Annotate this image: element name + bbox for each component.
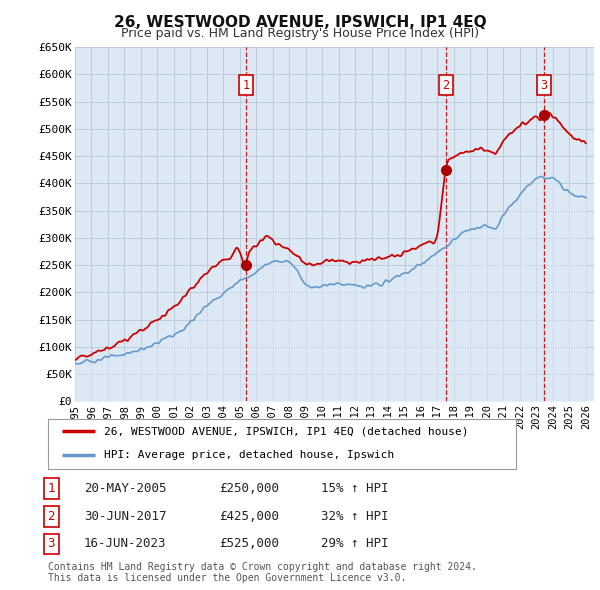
Text: 15% ↑ HPI: 15% ↑ HPI [321,482,389,495]
Text: 32% ↑ HPI: 32% ↑ HPI [321,510,389,523]
Text: 3: 3 [47,537,55,550]
Text: £525,000: £525,000 [219,537,279,550]
Text: 2: 2 [442,79,449,92]
Text: 26, WESTWOOD AVENUE, IPSWICH, IP1 4EQ: 26, WESTWOOD AVENUE, IPSWICH, IP1 4EQ [113,15,487,30]
Text: £250,000: £250,000 [219,482,279,495]
Text: 20-MAY-2005: 20-MAY-2005 [84,482,167,495]
Text: 26, WESTWOOD AVENUE, IPSWICH, IP1 4EQ (detached house): 26, WESTWOOD AVENUE, IPSWICH, IP1 4EQ (d… [104,427,469,437]
Text: 29% ↑ HPI: 29% ↑ HPI [321,537,389,550]
Text: 3: 3 [541,79,547,92]
Text: Contains HM Land Registry data © Crown copyright and database right 2024.: Contains HM Land Registry data © Crown c… [48,562,477,572]
Text: 1: 1 [242,79,250,92]
Text: 2: 2 [47,510,55,523]
Text: HPI: Average price, detached house, Ipswich: HPI: Average price, detached house, Ipsw… [104,450,394,460]
Text: 30-JUN-2017: 30-JUN-2017 [84,510,167,523]
Text: 1: 1 [47,482,55,495]
Text: £425,000: £425,000 [219,510,279,523]
Text: Price paid vs. HM Land Registry's House Price Index (HPI): Price paid vs. HM Land Registry's House … [121,27,479,40]
Text: 16-JUN-2023: 16-JUN-2023 [84,537,167,550]
Text: This data is licensed under the Open Government Licence v3.0.: This data is licensed under the Open Gov… [48,573,406,583]
